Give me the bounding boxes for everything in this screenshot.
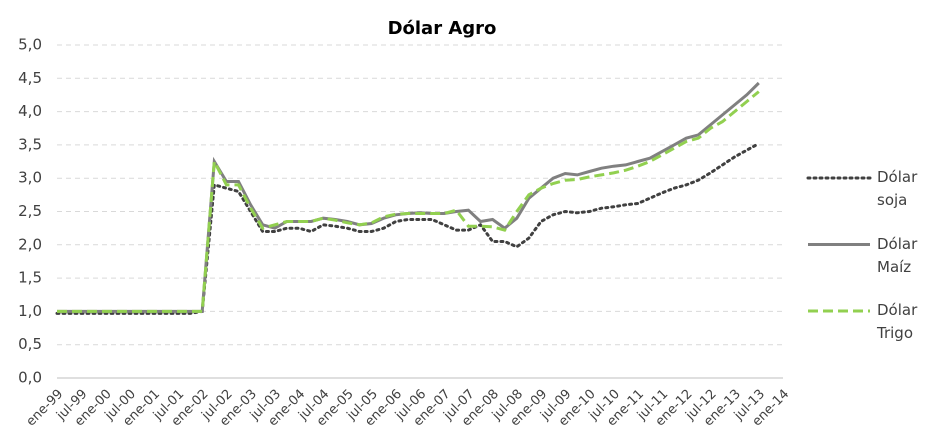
- y-tick-label: 3,0: [18, 169, 42, 187]
- y-tick-label: 5,0: [18, 36, 42, 54]
- y-tick-label: 0,5: [18, 335, 42, 353]
- y-tick-label: 4,0: [18, 102, 42, 120]
- y-tick-label: 4,5: [18, 69, 42, 87]
- legend-label: Dólar Trigo: [877, 301, 918, 342]
- series-line: [55, 142, 761, 315]
- legend-label: Dólar soja: [877, 168, 918, 209]
- chart-title: Dólar Agro: [388, 18, 497, 39]
- series-line: [57, 90, 760, 313]
- y-tick-label: 1,5: [18, 269, 42, 287]
- y-tick-label: 2,0: [18, 235, 42, 253]
- y-tick-label: 3,5: [18, 135, 42, 153]
- legend-label: Dólar Maíz: [877, 234, 918, 276]
- y-tick-label: 0,0: [18, 369, 42, 387]
- y-tick-label: 1,0: [18, 302, 42, 320]
- y-tick-label: 2,5: [18, 202, 42, 220]
